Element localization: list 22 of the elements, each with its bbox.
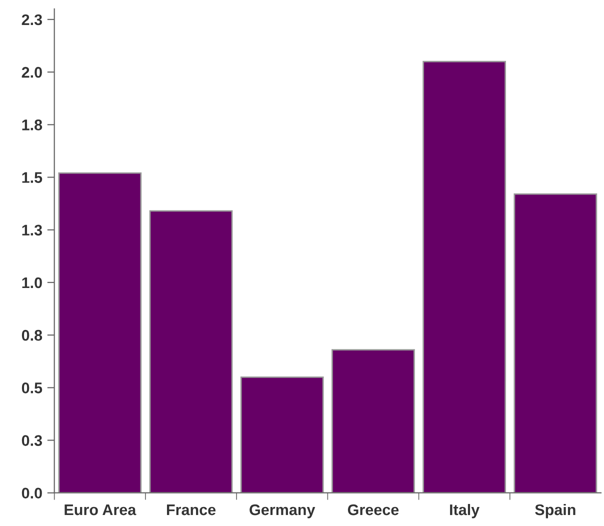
y-tick-label: 2.0 (22, 66, 42, 78)
bar (240, 376, 324, 493)
y-tick-label: 1.0 (22, 277, 42, 288)
y-tick-label: 0.5 (22, 382, 42, 394)
y-tick-label: 1.5 (22, 172, 42, 183)
x-tick-label: Italy (450, 504, 480, 518)
x-tick-label: Spain (535, 504, 576, 518)
bar (149, 210, 233, 493)
y-tick-label: 0.3 (22, 435, 42, 446)
x-tick-label: Euro Area (64, 504, 136, 516)
y-tick-label: 0.0 (22, 488, 42, 499)
y-tick-label: 0.8 (22, 330, 42, 341)
bar (422, 60, 506, 493)
y-tick-label: 1.3 (22, 224, 42, 236)
x-tick-label: Greece (348, 504, 399, 516)
bar (58, 172, 142, 493)
y-tick-label: 2.3 (22, 14, 42, 26)
bar (514, 193, 598, 493)
bar (332, 349, 415, 493)
x-tick-label: Germany (250, 504, 316, 518)
x-tick-label: France (166, 504, 216, 516)
y-tick-label: 1.8 (22, 120, 42, 130)
